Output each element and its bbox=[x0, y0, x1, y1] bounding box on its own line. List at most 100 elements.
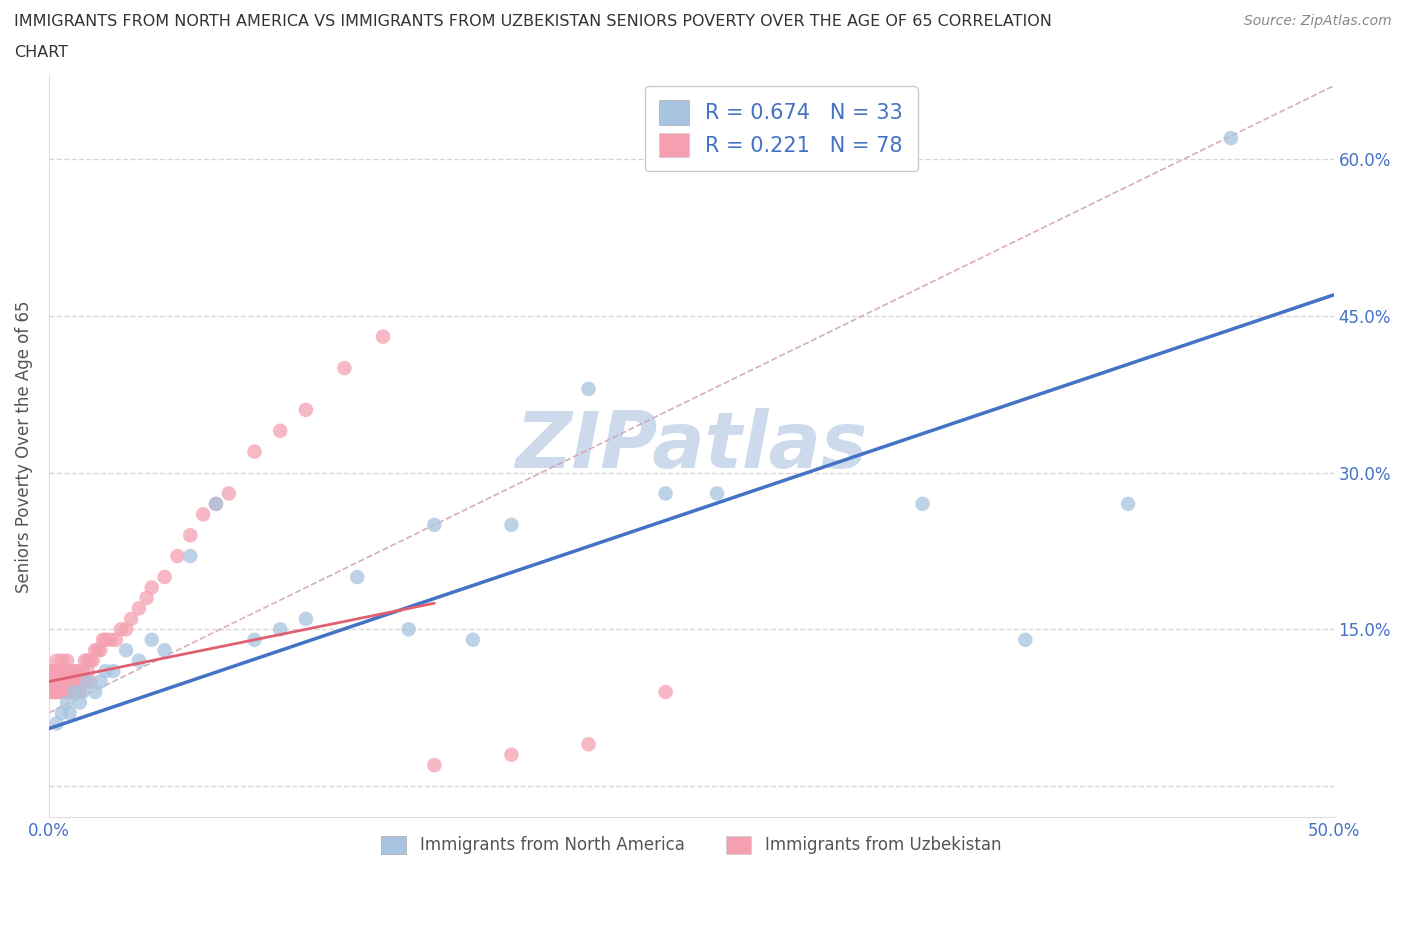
Point bbox=[103, 664, 125, 679]
Point bbox=[191, 507, 214, 522]
Point bbox=[346, 569, 368, 584]
Legend: Immigrants from North America, Immigrants from Uzbekistan: Immigrants from North America, Immigrant… bbox=[375, 829, 1008, 861]
Point bbox=[179, 549, 201, 564]
Point bbox=[76, 664, 98, 679]
Point bbox=[56, 674, 79, 689]
Point bbox=[63, 674, 86, 689]
Point bbox=[205, 497, 228, 512]
Point bbox=[128, 653, 150, 668]
Point bbox=[94, 664, 117, 679]
Point bbox=[1014, 632, 1036, 647]
Point bbox=[76, 674, 98, 689]
Point bbox=[60, 664, 83, 679]
Point bbox=[41, 664, 63, 679]
Point bbox=[115, 643, 138, 658]
Point bbox=[42, 684, 65, 699]
Point bbox=[135, 591, 157, 605]
Point bbox=[53, 664, 76, 679]
Point bbox=[578, 737, 600, 751]
Point bbox=[179, 528, 201, 543]
Point bbox=[69, 674, 91, 689]
Point bbox=[120, 611, 142, 626]
Point bbox=[73, 653, 96, 668]
Point bbox=[104, 632, 127, 647]
Text: Source: ZipAtlas.com: Source: ZipAtlas.com bbox=[1244, 14, 1392, 28]
Point bbox=[89, 674, 111, 689]
Point bbox=[48, 684, 70, 699]
Point bbox=[73, 674, 96, 689]
Point bbox=[56, 695, 79, 710]
Point bbox=[501, 748, 523, 763]
Text: IMMIGRANTS FROM NORTH AMERICA VS IMMIGRANTS FROM UZBEKISTAN SENIORS POVERTY OVER: IMMIGRANTS FROM NORTH AMERICA VS IMMIGRA… bbox=[14, 14, 1052, 29]
Point bbox=[63, 664, 86, 679]
Point bbox=[56, 664, 79, 679]
Point bbox=[461, 632, 484, 647]
Point bbox=[56, 653, 79, 668]
Point bbox=[423, 517, 446, 532]
Point bbox=[45, 653, 67, 668]
Point bbox=[63, 684, 86, 699]
Point bbox=[53, 674, 76, 689]
Point bbox=[58, 674, 80, 689]
Point bbox=[51, 706, 73, 721]
Point bbox=[578, 381, 600, 396]
Point bbox=[166, 549, 188, 564]
Point bbox=[60, 674, 83, 689]
Point bbox=[51, 664, 73, 679]
Point bbox=[60, 674, 83, 689]
Point bbox=[56, 684, 79, 699]
Point bbox=[110, 622, 132, 637]
Point bbox=[45, 664, 67, 679]
Point bbox=[79, 653, 101, 668]
Point bbox=[51, 653, 73, 668]
Point bbox=[45, 716, 67, 731]
Point bbox=[45, 674, 67, 689]
Point bbox=[51, 684, 73, 699]
Point bbox=[398, 622, 420, 637]
Point bbox=[63, 684, 86, 699]
Point bbox=[243, 632, 266, 647]
Point bbox=[45, 674, 67, 689]
Point bbox=[69, 695, 91, 710]
Point bbox=[501, 517, 523, 532]
Point bbox=[58, 706, 80, 721]
Y-axis label: Seniors Poverty Over the Age of 65: Seniors Poverty Over the Age of 65 bbox=[15, 300, 32, 592]
Point bbox=[243, 445, 266, 459]
Point bbox=[58, 664, 80, 679]
Point bbox=[48, 664, 70, 679]
Point bbox=[153, 643, 176, 658]
Point bbox=[53, 684, 76, 699]
Point bbox=[654, 486, 676, 501]
Point bbox=[51, 674, 73, 689]
Point bbox=[423, 758, 446, 773]
Point bbox=[706, 486, 728, 501]
Point bbox=[1219, 131, 1241, 146]
Point bbox=[91, 632, 114, 647]
Point bbox=[1116, 497, 1139, 512]
Point bbox=[153, 569, 176, 584]
Point bbox=[295, 403, 318, 418]
Point bbox=[42, 664, 65, 679]
Point bbox=[100, 632, 122, 647]
Point bbox=[333, 361, 356, 376]
Point bbox=[269, 423, 291, 438]
Point bbox=[66, 664, 89, 679]
Point bbox=[76, 653, 98, 668]
Point bbox=[218, 486, 240, 501]
Point bbox=[205, 497, 228, 512]
Point bbox=[45, 684, 67, 699]
Point bbox=[79, 674, 101, 689]
Point bbox=[654, 684, 676, 699]
Point bbox=[89, 643, 111, 658]
Point bbox=[41, 674, 63, 689]
Point bbox=[41, 684, 63, 699]
Point bbox=[48, 674, 70, 689]
Point bbox=[141, 580, 163, 595]
Point bbox=[128, 601, 150, 616]
Point bbox=[72, 664, 94, 679]
Point bbox=[911, 497, 934, 512]
Point bbox=[48, 674, 70, 689]
Text: CHART: CHART bbox=[14, 45, 67, 60]
Point bbox=[269, 622, 291, 637]
Point bbox=[141, 632, 163, 647]
